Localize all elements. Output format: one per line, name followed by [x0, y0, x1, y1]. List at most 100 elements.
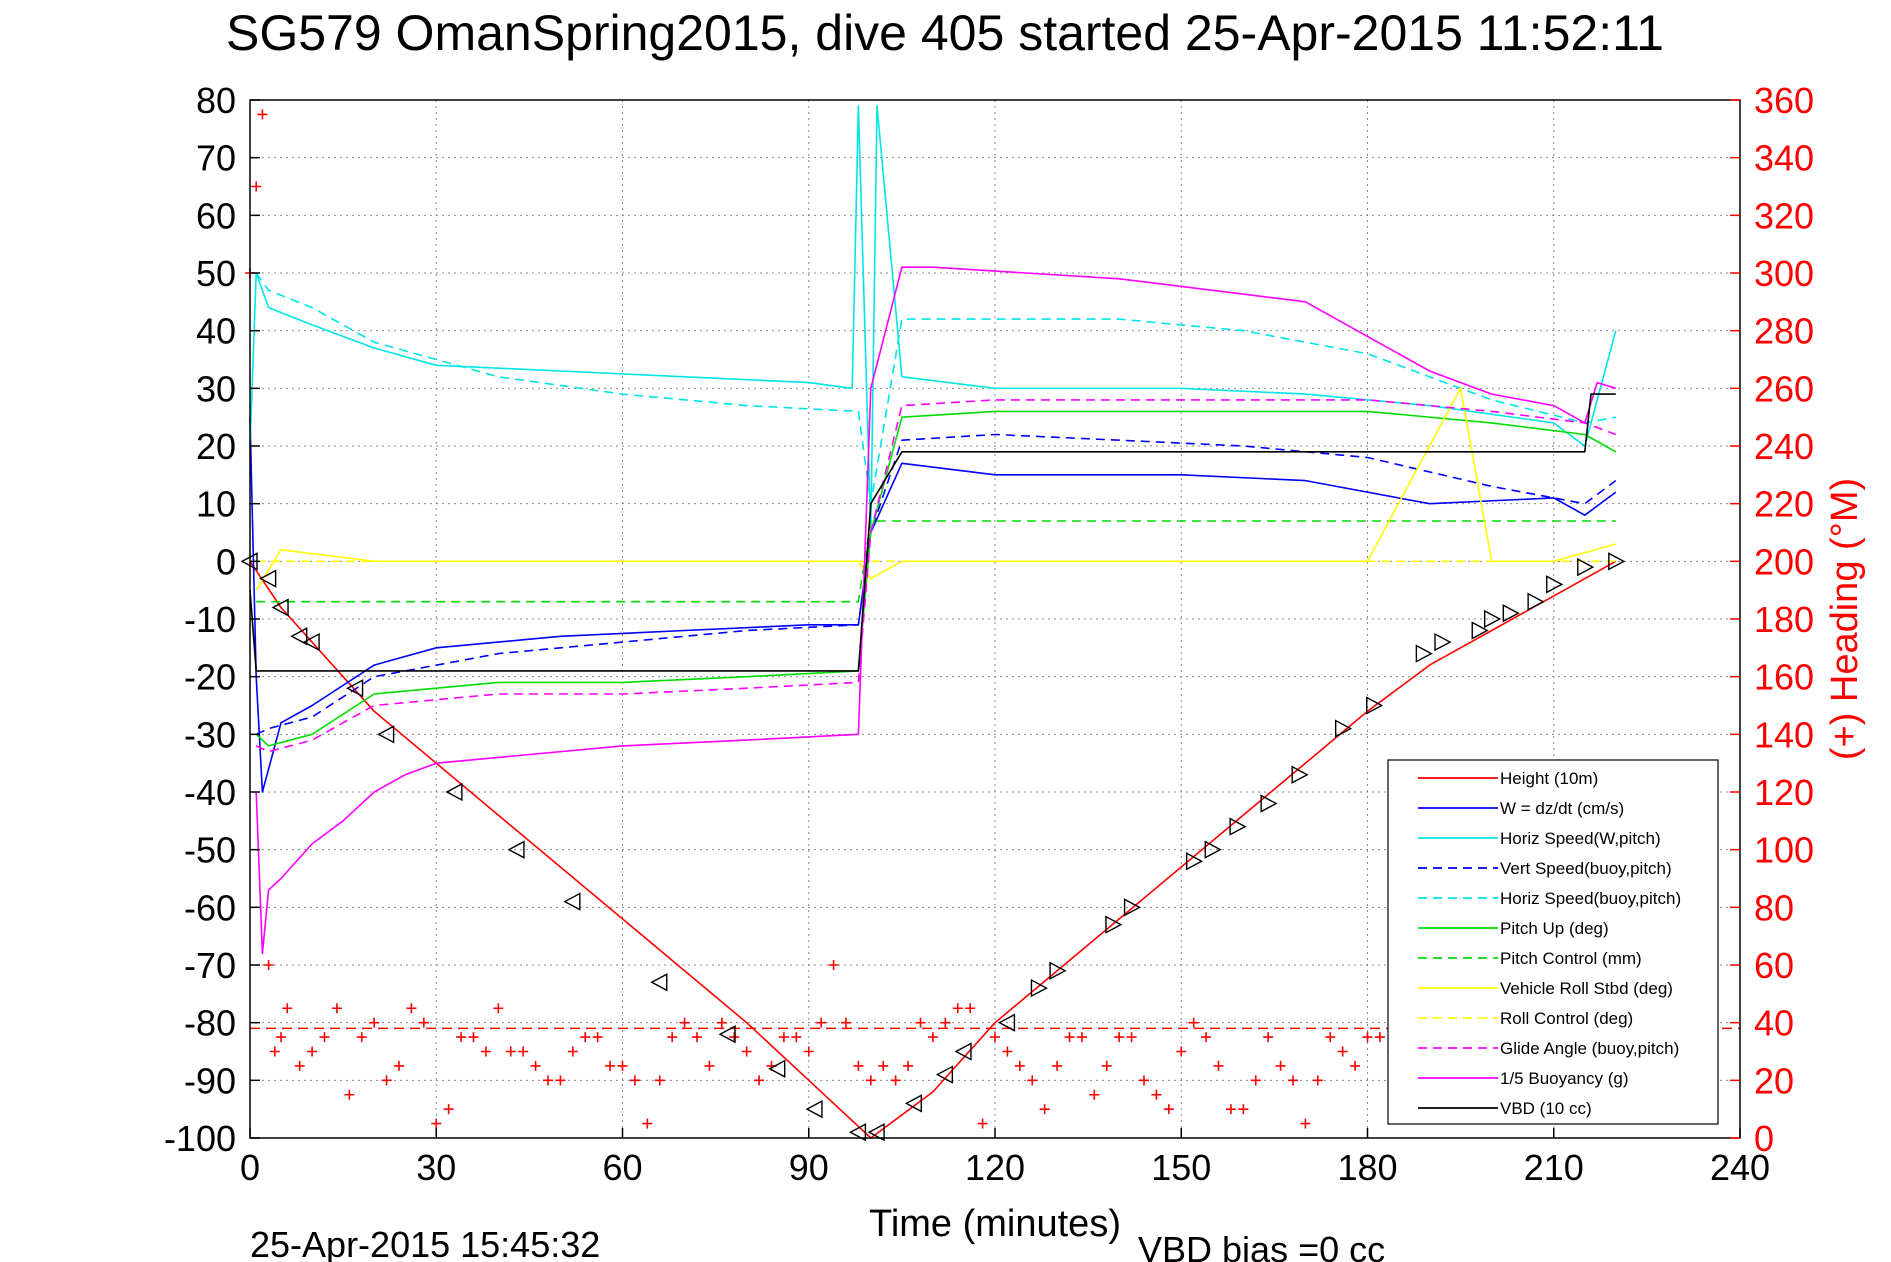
- heading-marker: [754, 1075, 765, 1086]
- heading-marker: [530, 1060, 541, 1071]
- climb-marker: [1502, 604, 1520, 623]
- legend-label: Height (10m): [1500, 769, 1598, 788]
- x-tick-label: 240: [1710, 1147, 1770, 1188]
- climb-marker: [1204, 840, 1222, 859]
- heading-marker: [257, 109, 268, 120]
- climb-marker: [1260, 794, 1278, 813]
- heading-marker: [704, 1060, 715, 1071]
- x-tick-label: 0: [240, 1147, 260, 1188]
- right-tick-label: 120: [1754, 772, 1814, 813]
- x-tick-label: 90: [789, 1147, 829, 1188]
- legend-label: Pitch Up (deg): [1500, 919, 1609, 938]
- legend-label: W = dz/dt (cm/s): [1500, 799, 1624, 818]
- y-tick-label: -10: [184, 599, 236, 640]
- heading-marker: [592, 1032, 603, 1043]
- heading-marker: [903, 1060, 914, 1071]
- y-tick-label: 80: [196, 80, 236, 121]
- right-tick-label: 180: [1754, 599, 1814, 640]
- dive-marker: [768, 1059, 786, 1078]
- heading-marker: [282, 1003, 293, 1014]
- x-tick-label: 180: [1337, 1147, 1397, 1188]
- heading-marker: [331, 1003, 342, 1014]
- heading-marker: [1275, 1060, 1286, 1071]
- right-axis-label: (+) Heading (°M): [1824, 478, 1866, 760]
- heading-marker: [356, 1032, 367, 1043]
- dive-marker: [954, 1042, 972, 1061]
- heading-marker: [269, 1046, 280, 1057]
- dive-marker: [718, 1025, 736, 1044]
- heading-marker: [828, 960, 839, 970]
- y-tick-label: 20: [196, 426, 236, 467]
- y-tick-label: -100: [164, 1118, 236, 1159]
- series-line: [249, 417, 1617, 793]
- climb-marker: [1030, 978, 1048, 998]
- right-tick-label: 320: [1754, 195, 1814, 236]
- heading-marker: [418, 1017, 429, 1028]
- y-tick-label: -40: [184, 772, 236, 813]
- heading-marker: [580, 1032, 591, 1043]
- heading-marker: [965, 1003, 976, 1014]
- climb-marker: [1608, 552, 1626, 571]
- right-tick-label: 140: [1754, 714, 1814, 755]
- heading-marker: [1188, 1017, 1199, 1028]
- heading-marker: [1225, 1104, 1236, 1115]
- right-tick-label: 80: [1754, 887, 1794, 928]
- heading-marker: [878, 1060, 889, 1071]
- climb-marker: [1366, 696, 1384, 715]
- heading-marker: [505, 1046, 516, 1057]
- x-tick-label: 120: [965, 1147, 1025, 1188]
- heading-marker: [1076, 1032, 1087, 1043]
- heading-marker: [1362, 1032, 1373, 1043]
- heading-marker: [1052, 1060, 1063, 1071]
- right-tick-label: 240: [1754, 426, 1814, 467]
- right-tick-label: 360: [1754, 80, 1814, 121]
- climb-marker: [1049, 961, 1067, 980]
- heading-marker: [493, 1003, 504, 1014]
- heading-marker: [1325, 1032, 1336, 1043]
- dive-marker: [867, 1123, 885, 1142]
- heading-marker: [1213, 1060, 1224, 1071]
- heading-marker: [1151, 1089, 1162, 1100]
- y-tick-label: 30: [196, 368, 236, 409]
- heading-marker: [1027, 1075, 1038, 1086]
- x-tick-label: 60: [602, 1147, 642, 1188]
- y-tick-label: -80: [184, 1003, 236, 1044]
- heading-marker: [344, 1089, 355, 1100]
- footer-date: 25-Apr-2015 15:45:32: [250, 1224, 600, 1262]
- heading-marker: [605, 1060, 616, 1071]
- right-tick-label: 100: [1754, 830, 1814, 871]
- dive-marker: [904, 1094, 922, 1113]
- heading-marker: [1139, 1075, 1149, 1086]
- heading-marker: [369, 1017, 380, 1028]
- heading-marker: [679, 1017, 690, 1028]
- heading-marker: [1163, 1104, 1174, 1115]
- climb-marker: [1471, 621, 1489, 640]
- heading-marker: [990, 1032, 1000, 1043]
- heading-marker: [915, 1017, 926, 1028]
- x-tick-label: 210: [1524, 1147, 1584, 1188]
- heading-marker: [778, 1032, 789, 1043]
- right-tick-label: 40: [1754, 1003, 1794, 1044]
- right-tick-label: 340: [1754, 138, 1814, 179]
- heading-marker: [841, 1017, 851, 1028]
- heading-marker: [518, 1046, 529, 1057]
- chart-title: SG579 OmanSpring2015, dive 405 started 2…: [226, 5, 1664, 61]
- y-tick-label: 60: [196, 195, 236, 236]
- dive-marker: [259, 569, 277, 588]
- heading-marker: [1176, 1046, 1187, 1057]
- climb-marker: [1483, 609, 1502, 629]
- heading-marker: [263, 960, 274, 970]
- heading-marker: [319, 1032, 330, 1043]
- heading-marker: [716, 1017, 727, 1028]
- heading-marker: [741, 1046, 752, 1057]
- climb-marker: [1577, 557, 1595, 577]
- climb-marker: [1527, 592, 1545, 611]
- heading-marker: [940, 1017, 951, 1028]
- heading-marker: [1337, 1046, 1348, 1057]
- right-tick-label: 300: [1754, 253, 1814, 294]
- x-tick-label: 150: [1151, 1147, 1211, 1188]
- heading-marker: [406, 1003, 417, 1014]
- y-tick-label: -70: [184, 945, 236, 986]
- heading-marker: [1064, 1032, 1075, 1043]
- legend-label: Horiz Speed(buoy,pitch): [1500, 889, 1681, 908]
